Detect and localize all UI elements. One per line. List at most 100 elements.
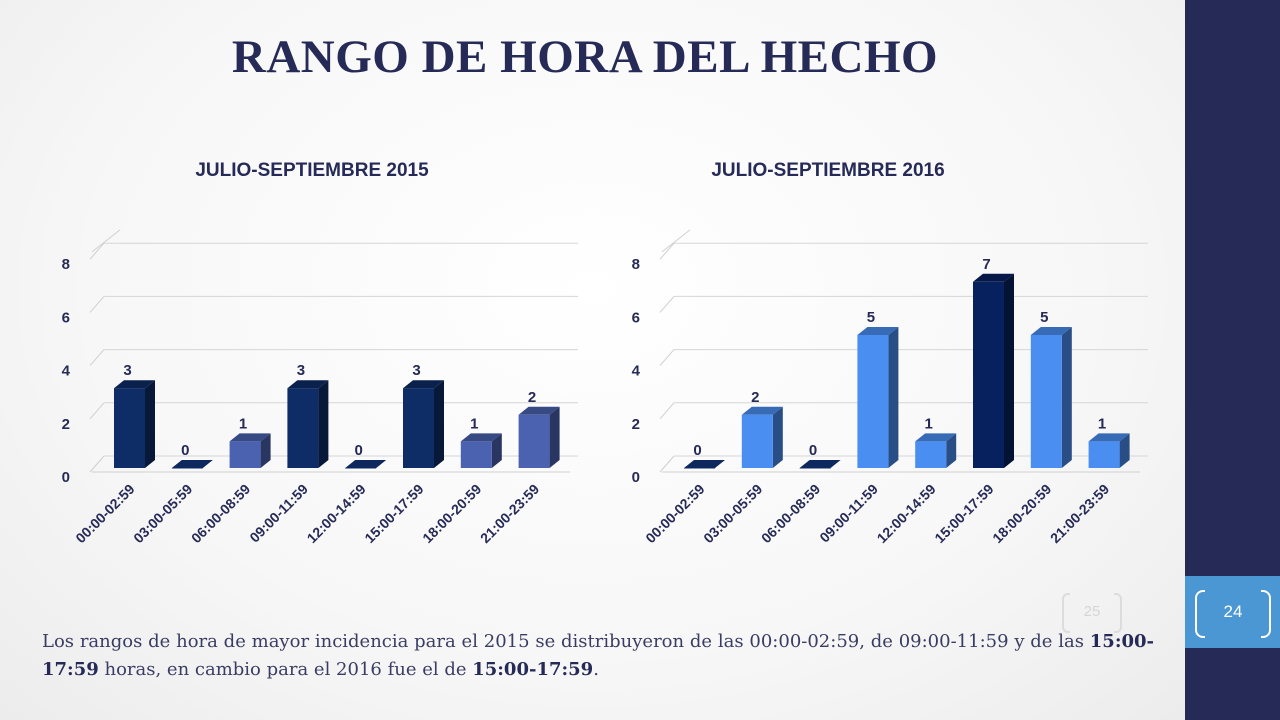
bar <box>857 327 899 468</box>
bar-side <box>260 433 271 468</box>
bar-top <box>345 460 387 468</box>
caption-part-3: . <box>593 659 599 680</box>
bar <box>973 273 1014 468</box>
data-label: 7 <box>982 256 990 273</box>
ghost-bracket-right <box>1114 593 1122 633</box>
gridline-diagonal <box>89 296 105 313</box>
bar <box>114 380 155 468</box>
data-label: 0 <box>181 442 189 459</box>
bar <box>915 433 957 468</box>
gridline-diagonal <box>89 349 105 366</box>
data-label: 2 <box>751 389 759 406</box>
bar-front <box>857 335 889 468</box>
bar-side <box>1119 433 1130 468</box>
caption-bold-1: 15:00-17:59 <box>42 631 1154 680</box>
data-label: 2 <box>528 389 536 406</box>
bar-front <box>741 414 773 468</box>
data-label: 0 <box>355 442 363 459</box>
data-label: 0 <box>809 442 817 459</box>
bar-front <box>460 441 492 468</box>
y-tick-label: 4 <box>62 363 71 380</box>
bar-side <box>1061 327 1072 468</box>
plot-edge <box>91 229 121 253</box>
x-tick-label: 15:00-17:59 <box>931 481 996 546</box>
bar-top <box>460 433 502 442</box>
gridline-diagonal <box>659 242 675 260</box>
x-tick-label: 18:00-20:59 <box>989 481 1054 546</box>
data-label: 5 <box>867 309 875 326</box>
ghost-page-number-text: 25 <box>1083 603 1101 620</box>
caption-bold-2: 15:00-17:59 <box>472 659 594 680</box>
data-label: 1 <box>925 415 933 432</box>
bar-top <box>403 380 444 389</box>
y-tick-label: 2 <box>632 416 640 433</box>
bar-top <box>114 380 155 389</box>
bar <box>287 380 329 468</box>
data-label: 0 <box>693 442 701 459</box>
bar-side <box>772 406 783 468</box>
gridline-diagonal <box>89 242 105 260</box>
bar-front <box>229 441 261 468</box>
caption-part-1: Los rangos de hora de mayor incidencia p… <box>42 631 1090 652</box>
bar-top <box>915 433 957 442</box>
gridline-diagonal <box>659 296 675 313</box>
bar-side <box>491 433 502 468</box>
data-label: 3 <box>297 362 305 379</box>
gridline-diagonal <box>659 402 675 420</box>
bar <box>741 406 783 468</box>
chart-2016: JULIO-SEPTIEMBRE 201602468000:00-02:5920… <box>632 160 1148 546</box>
bar-top <box>1088 433 1130 442</box>
data-label: 1 <box>470 415 478 432</box>
bar <box>229 433 271 468</box>
bar-front <box>345 468 377 469</box>
bar-side <box>946 433 957 468</box>
y-tick-label: 6 <box>62 309 70 326</box>
page-bracket-left <box>1195 590 1205 638</box>
chart-title: JULIO-SEPTIEMBRE 2016 <box>711 160 944 181</box>
bar <box>1030 327 1072 468</box>
caption: Los rangos de hora de mayor incidencia p… <box>42 628 1154 684</box>
y-tick-label: 8 <box>632 256 640 273</box>
chart-title: JULIO-SEPTIEMBRE 2015 <box>195 160 429 181</box>
data-label: 3 <box>412 362 420 379</box>
y-tick-label: 8 <box>62 256 70 273</box>
page-number-text: 24 <box>1223 602 1243 621</box>
gridline-diagonal <box>659 349 675 366</box>
bar-top <box>171 460 213 468</box>
y-tick-label: 2 <box>62 416 70 433</box>
bar-front <box>171 468 203 469</box>
bar-top <box>799 460 841 468</box>
x-tick-label: 09:00-11:59 <box>816 481 881 546</box>
bar <box>799 460 841 469</box>
bar-side <box>434 380 444 468</box>
data-label: 3 <box>123 362 131 379</box>
page-bracket-right <box>1261 590 1271 638</box>
chart-2015: JULIO-SEPTIEMBRE 201502468300:00-02:5900… <box>62 160 578 546</box>
x-tick-label: 06:00-08:59 <box>758 481 823 546</box>
bar-top <box>287 380 329 389</box>
gridline-diagonal <box>89 455 105 473</box>
y-tick-label: 0 <box>632 469 640 486</box>
data-label: 1 <box>239 415 247 432</box>
bar-side <box>145 380 155 468</box>
bar <box>345 460 387 469</box>
bar-front <box>1030 335 1062 468</box>
plot-edge <box>661 229 691 253</box>
bar-top <box>973 273 1014 282</box>
page-number: 24 <box>1195 590 1271 638</box>
ghost-bracket-left <box>1062 593 1070 633</box>
y-tick-label: 0 <box>62 469 70 486</box>
bar <box>460 433 502 468</box>
bar-side <box>888 327 899 468</box>
x-tick-label: 21:00-23:59 <box>1047 481 1112 546</box>
y-tick-label: 4 <box>632 363 641 380</box>
bar <box>403 380 444 468</box>
bar-top <box>684 460 725 468</box>
x-tick-label: 12:00-14:59 <box>874 481 939 546</box>
bar-front <box>518 414 550 468</box>
bar-front <box>799 468 831 469</box>
gridline-diagonal <box>659 455 675 473</box>
slide-title: RANGO DE HORA DEL HECHO <box>231 31 939 83</box>
caption-part-2: horas, en cambio para el 2016 fue el de <box>98 659 473 680</box>
data-label: 5 <box>1040 309 1048 326</box>
